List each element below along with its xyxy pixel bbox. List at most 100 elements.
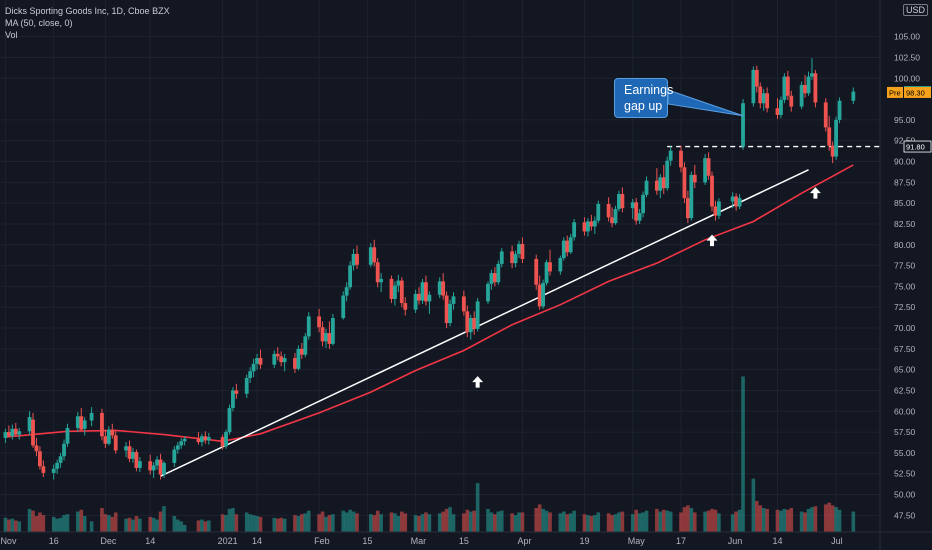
candle-body [258,358,263,365]
candle-body [492,273,497,283]
volume-bar [799,511,804,532]
volume-bar [79,509,84,532]
time-tick-label: Mar [411,536,427,546]
candle-body [568,237,573,253]
up-arrow-icon [706,234,718,247]
volume-bar [317,514,321,532]
price-tick-label: 87.50 [894,177,916,187]
candle-body [206,437,211,441]
candle-body [134,452,139,468]
candle-body [148,461,153,471]
volume-bar [300,514,304,532]
candle-body [420,282,425,301]
candle-body [582,222,587,232]
time-tick-label: 15 [362,536,372,546]
candle-body [31,419,35,446]
candle-body [520,243,525,259]
price-tick-label: 90.00 [894,157,916,167]
volume-bar [89,521,94,532]
candle-body [320,327,325,342]
candle-body [172,449,177,463]
candle-body [765,93,770,109]
candle-body [55,462,60,469]
volume-bar [472,510,476,532]
volume-bar [279,517,283,532]
candle-body [510,251,515,264]
volume-bar [827,502,831,532]
volume-bar [107,515,111,532]
volume-bar [244,512,249,532]
volume-bar [468,511,473,532]
price-tag-bg [903,140,932,153]
price-tick-label: 100.00 [894,73,920,83]
volume-bar [327,515,332,532]
candle-body [251,363,256,372]
volume-bar [441,511,445,532]
candle-body [637,213,642,221]
candle-body [427,294,432,302]
candle-body [293,358,297,369]
candle-body [179,441,184,446]
candle-body [823,102,828,128]
price-tag-label: Pre [889,88,901,97]
volume-bar [444,508,449,532]
candle-body [710,175,714,207]
candle-body [389,278,394,299]
volume-bar [375,510,380,532]
volume-bar [737,509,742,532]
price-tick-label: 52.50 [894,469,916,479]
candle-body [330,318,335,344]
candle-body [685,198,690,219]
volume-bar [544,510,549,532]
volume-bar [634,509,638,532]
price-tick-label: 85.00 [894,198,916,208]
volume-bar [665,510,670,532]
candle-body [248,371,253,378]
candle-body [782,76,787,100]
volume-bar [465,509,470,532]
candle-body [41,466,46,473]
candle-body [486,283,490,302]
volume-bar [741,376,745,532]
volume-bar [275,518,280,532]
price-tag: Pre 98.30 [887,86,931,98]
volume-bar [65,514,70,532]
volume-bar [655,508,659,532]
volume-bar [493,514,497,532]
candle-body [10,428,15,437]
candle-body [468,318,473,333]
callout-pointer [667,89,744,117]
candle-body [127,446,132,459]
price-tick-label: 77.50 [894,261,916,271]
volume-bar [224,515,228,532]
candle-body [534,258,539,285]
candle-body [541,283,546,307]
candle-body [65,427,70,444]
candle-body [131,452,135,459]
candle-body [79,416,84,430]
volume-bar [582,514,587,532]
volume-bar [203,521,208,532]
time-tick-label: 2021 [218,536,238,546]
volume-bar [389,512,394,532]
time-tick-label: Jun [728,536,743,546]
candle-body [751,69,756,104]
volume-bar [393,513,397,532]
price-tag-bg [904,86,931,98]
candle-body [610,217,614,224]
volume-bar [100,508,104,532]
volume-bar [534,508,539,532]
candle-body [51,468,56,473]
volume-bar [596,512,601,532]
ma-indicator-label[interactable]: MA (50, close, 0) [5,18,73,28]
candle-body [324,333,328,342]
volume-bar [606,513,611,532]
candle-body [282,358,287,363]
candle-body [617,193,621,209]
volume-indicator-label[interactable]: Vol [5,30,18,40]
candle-body [175,445,180,450]
candle-body [368,247,373,265]
currency-badge[interactable]: USD [903,4,929,16]
volume-bar [282,518,287,532]
